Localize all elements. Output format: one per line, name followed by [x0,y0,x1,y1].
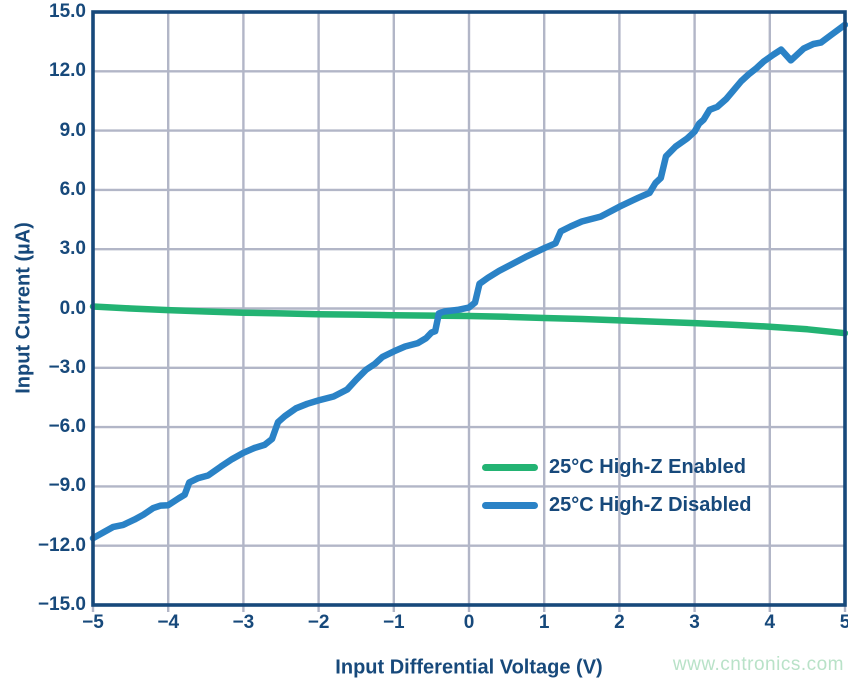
y-tick-label: −9.0 [48,475,86,497]
legend-label: 25°C High-Z Disabled [549,493,752,516]
y-tick-label: 6.0 [59,178,86,200]
legend-swatch-green [482,463,538,471]
x-tick-label: 5 [839,612,848,633]
x-tick-label: 3 [689,612,700,633]
y-tick-label: 12.0 [49,60,86,82]
legend: 25°C High-Z Enabled 25°C High-Z Disabled [482,448,751,524]
y-tick-label: 9.0 [59,119,86,141]
y-tick-label: −12.0 [37,534,86,556]
chart-canvas [89,10,848,612]
x-tick-label: 2 [614,612,625,633]
y-tick-label: 0.0 [59,297,86,319]
legend-label: 25°C High-Z Enabled [549,455,746,478]
y-tick-label: −15.0 [37,594,86,615]
x-tick-label: −5 [82,612,104,633]
plot-area: 25°C High-Z Enabled 25°C High-Z Disabled [89,10,848,612]
watermark: www.cntronics.com [672,654,844,675]
legend-item-disabled: 25°C High-Z Disabled [482,486,751,524]
x-tick-label: 0 [463,612,475,633]
x-tick-label: −2 [307,612,330,633]
x-tick-label: 4 [764,612,776,633]
x-axis-title: Input Differential Voltage (V) [335,656,603,679]
x-tick-label: −1 [382,612,405,633]
legend-item-enabled: 25°C High-Z Enabled [482,448,751,486]
legend-swatch-blue [482,501,538,509]
x-tick-label: −4 [157,612,180,633]
y-tick-label: 15.0 [49,1,86,22]
y-tick-label: −3.0 [48,356,86,378]
y-tick-label: 3.0 [59,238,86,260]
x-tick-label: −3 [232,612,255,633]
x-tick-label: 1 [538,612,550,633]
y-tick-label: −6.0 [48,416,86,438]
